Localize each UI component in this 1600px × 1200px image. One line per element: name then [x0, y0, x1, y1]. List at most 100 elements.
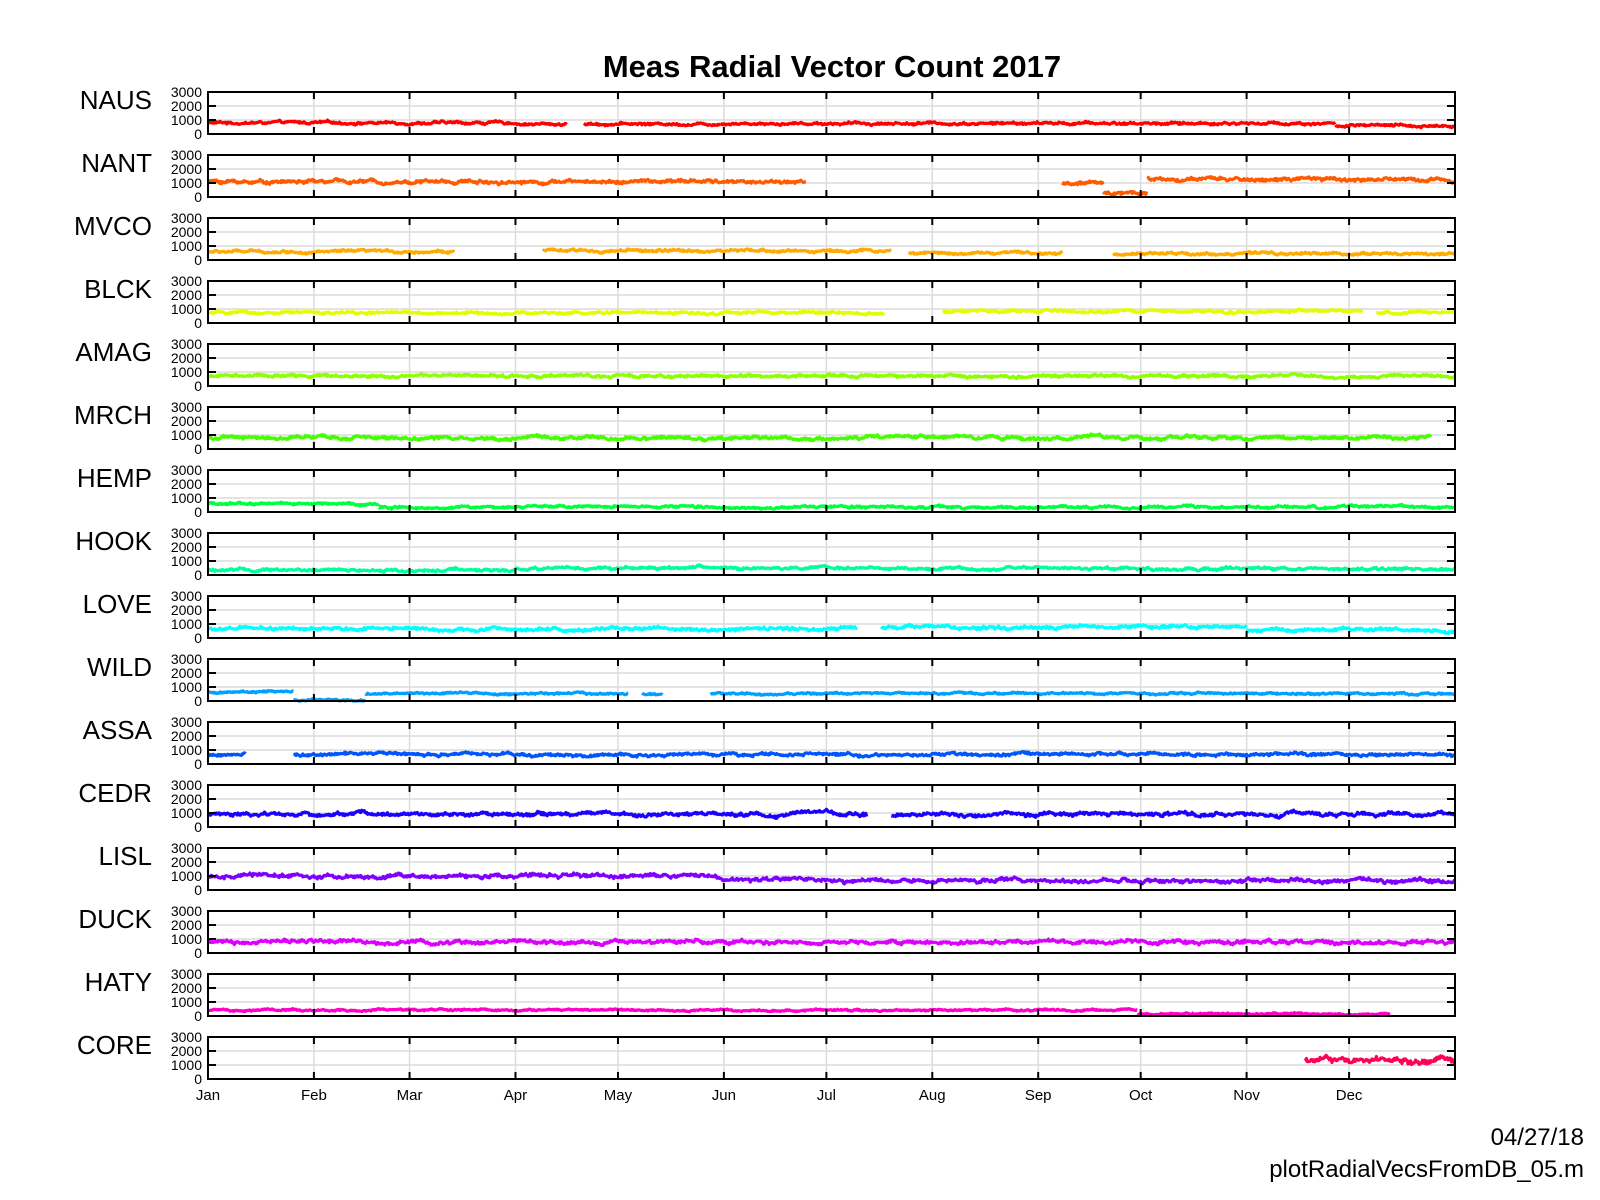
y-tick-label: 3000: [171, 588, 202, 604]
y-tick-label: 1000: [171, 679, 202, 695]
y-tick-label: 0: [194, 945, 202, 961]
series-line-blck: [941, 307, 1364, 316]
y-tick-label: 2000: [171, 350, 202, 366]
series-label-love: LOVE: [83, 589, 152, 619]
x-tick-label: Sep: [1025, 1087, 1052, 1104]
panel-frame: [207, 1036, 1456, 1080]
panel-frame: [207, 217, 1456, 261]
y-tick-label: 1000: [171, 1057, 202, 1073]
series-line-nant: [1146, 175, 1456, 185]
series-line-naus: [582, 120, 722, 128]
series-label-hook: HOOK: [75, 526, 152, 556]
y-tick-label: 1000: [171, 301, 202, 317]
x-tick-label: Mar: [397, 1087, 423, 1104]
y-tick-label: 0: [194, 378, 202, 394]
series-label-cedr: CEDR: [78, 778, 152, 808]
station-panels: 3000200010000NAUS3000200010000NANT300020…: [74, 84, 1457, 1087]
y-tick-label: 2000: [171, 161, 202, 177]
y-tick-label: 2000: [171, 791, 202, 807]
series-line-amag: [206, 372, 1456, 381]
y-tick-label: 0: [194, 567, 202, 583]
panel-frame: [207, 973, 1456, 1017]
y-tick-label: 3000: [171, 651, 202, 667]
y-tick-label: 3000: [171, 714, 202, 730]
y-tick-label: 3000: [171, 273, 202, 289]
y-tick-label: 0: [194, 504, 202, 520]
y-tick-label: 2000: [171, 1043, 202, 1059]
panel-frame: [207, 847, 1456, 891]
y-tick-label: 2000: [171, 98, 202, 114]
y-tick-label: 3000: [171, 777, 202, 793]
y-tick-label: 2000: [171, 224, 202, 240]
series-label-mvco: MVCO: [74, 211, 152, 241]
panel-frame: [207, 910, 1456, 954]
panel-frame: [207, 406, 1456, 450]
y-tick-label: 0: [194, 1071, 202, 1087]
series-line-haty: [1136, 1010, 1391, 1018]
y-tick-label: 2000: [171, 980, 202, 996]
series-line-blck: [206, 309, 886, 317]
y-tick-label: 3000: [171, 147, 202, 163]
y-tick-label: 0: [194, 693, 202, 709]
y-tick-label: 2000: [171, 413, 202, 429]
series-line-haty: [207, 1006, 1139, 1014]
y-tick-label: 0: [194, 1008, 202, 1024]
panel-frame: [207, 343, 1456, 387]
panel-frame: [207, 532, 1456, 576]
series-label-blck: BLCK: [84, 274, 153, 304]
series-line-wild: [709, 690, 1456, 698]
x-tick-label: Apr: [504, 1087, 527, 1104]
y-tick-label: 2000: [171, 287, 202, 303]
y-tick-label: 0: [194, 189, 202, 205]
series-line-nant: [1061, 179, 1105, 187]
y-tick-label: 3000: [171, 399, 202, 415]
series-line-nant: [207, 176, 807, 187]
x-tick-label: Jul: [817, 1087, 836, 1104]
series-line-love: [880, 622, 1248, 632]
y-tick-label: 3000: [171, 966, 202, 982]
series-line-wild: [207, 688, 295, 696]
y-tick-label: 1000: [171, 994, 202, 1010]
y-tick-label: 2000: [171, 476, 202, 492]
y-tick-label: 3000: [171, 210, 202, 226]
series-line-naus: [1334, 122, 1456, 130]
y-tick-label: 0: [194, 315, 202, 331]
series-line-wild: [641, 691, 664, 697]
y-tick-label: 1000: [171, 175, 202, 191]
series-line-naus: [514, 121, 568, 128]
y-tick-label: 0: [194, 252, 202, 268]
series-line-blck: [1375, 309, 1456, 317]
panel-frame: [207, 595, 1456, 639]
series-label-lisl: LISL: [99, 841, 153, 871]
y-tick-label: 2000: [171, 602, 202, 618]
y-tick-label: 0: [194, 882, 202, 898]
y-tick-label: 1000: [171, 616, 202, 632]
series-line-love: [206, 624, 859, 634]
series-line-hook: [207, 565, 517, 574]
y-tick-label: 2000: [171, 665, 202, 681]
y-tick-label: 3000: [171, 84, 202, 100]
y-tick-label: 3000: [171, 1029, 202, 1045]
series-line-assa: [292, 750, 1457, 759]
y-tick-label: 1000: [171, 364, 202, 380]
y-tick-label: 0: [194, 126, 202, 142]
y-tick-label: 1000: [171, 805, 202, 821]
x-tick-label: Nov: [1233, 1087, 1260, 1104]
y-tick-label: 3000: [171, 336, 202, 352]
series-label-haty: HATY: [85, 967, 152, 997]
series-line-wild: [364, 690, 630, 697]
series-line-lisl: [206, 871, 722, 881]
x-axis-tick-labels: Jan Feb Mar Apr May Jun Jul Aug Sep Oct Nov Dec: [196, 1087, 1363, 1104]
series-label-mrch: MRCH: [74, 400, 152, 430]
panel-frame: [207, 91, 1456, 135]
series-line-mvco: [1112, 249, 1456, 257]
series-line-lisl: [719, 875, 1457, 886]
series-line-mvco: [207, 247, 456, 256]
